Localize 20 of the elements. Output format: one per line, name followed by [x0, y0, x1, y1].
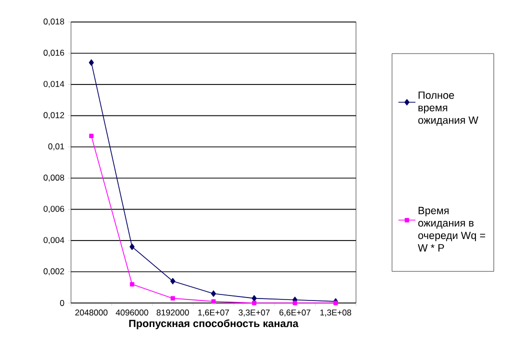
y-tick-label: 0,014	[44, 80, 64, 88]
x-tick-label: 8192000	[156, 310, 189, 316]
y-tick-label: 0,016	[44, 50, 64, 57]
y-tick-label: 0	[60, 300, 64, 306]
x-tick-label: 1,3E+08	[320, 310, 352, 317]
y-tick-label: 0,01	[48, 143, 64, 150]
x-tick-label: 4096000	[116, 310, 148, 316]
x-axis-title: Пропускная способность канала	[129, 319, 299, 330]
x-tick-label: 3,3E+07	[238, 310, 270, 317]
x-tick-label: 6,6E+07	[279, 310, 310, 317]
legend-label: Полное время ожидания W	[418, 92, 478, 126]
y-tick-label: 0,004	[44, 237, 64, 244]
y-tick-label: 0,006	[44, 206, 64, 213]
x-tick-label: 2048000	[75, 310, 108, 316]
legend-label: Время ожидания в очереди Wq = W * P	[418, 206, 486, 252]
y-tick-label: 0,018	[44, 18, 64, 26]
y-tick-label: 0,008	[44, 174, 64, 182]
x-tick-label: 1,6E+07	[198, 310, 229, 317]
y-tick-label: 0,012	[44, 112, 64, 120]
y-tick-label: 0,002	[44, 268, 64, 276]
